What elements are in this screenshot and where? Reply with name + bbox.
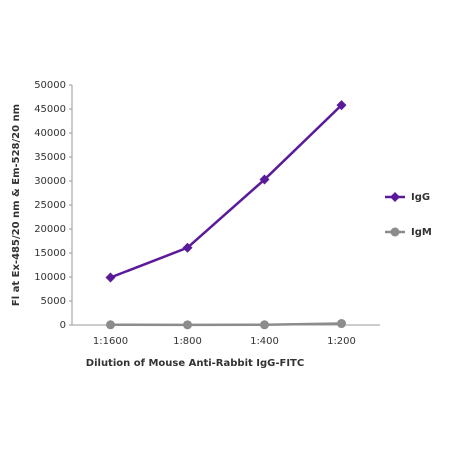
- y-tick-label: 10000: [34, 272, 66, 283]
- legend-marker: [390, 227, 400, 237]
- y-tick-label: 40000: [34, 128, 66, 139]
- data-point: [336, 100, 347, 111]
- data-point: [105, 272, 116, 283]
- legend-label: IgM: [411, 227, 432, 238]
- y-tick-label: 15000: [34, 248, 66, 259]
- y-tick-label: 30000: [34, 176, 66, 187]
- series-line: [110, 322, 342, 327]
- x-tick-label: 1:800: [173, 336, 202, 347]
- series-line: [110, 104, 343, 279]
- data-point: [337, 319, 346, 329]
- x-tick-label: 1:1600: [93, 336, 128, 347]
- data-point: [106, 320, 115, 330]
- legend-marker: [390, 192, 400, 202]
- x-axis-title: Dilution of Mouse Anti-Rabbit IgG-FITC: [86, 358, 304, 369]
- x-tick-label: 1:200: [327, 336, 356, 347]
- y-tick-label: 20000: [34, 224, 66, 235]
- y-tick-label: 0: [60, 320, 66, 331]
- y-tick-label: 25000: [34, 200, 66, 211]
- y-tick-label: 45000: [34, 104, 66, 115]
- y-tick-label: 35000: [34, 152, 66, 163]
- y-tick-label: 5000: [41, 296, 66, 307]
- data-point: [260, 320, 269, 330]
- data-point: [182, 242, 193, 253]
- y-axis-title: Fl at Ex-485/20 nm & Em-528/20 nm: [11, 104, 22, 306]
- y-tick-label: 50000: [34, 80, 66, 91]
- data-point: [183, 320, 192, 330]
- legend-label: IgG: [411, 192, 430, 203]
- x-tick-label: 1:400: [250, 336, 279, 347]
- data-point: [259, 174, 270, 185]
